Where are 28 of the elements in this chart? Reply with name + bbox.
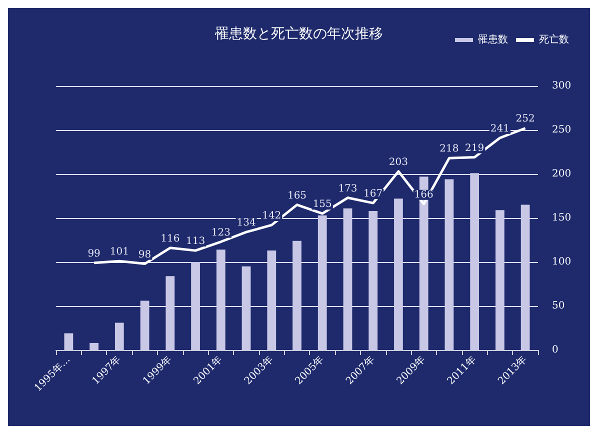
y-tick-label: 150 xyxy=(552,212,572,224)
data-label: 123 xyxy=(211,227,230,238)
y-tick-label: 200 xyxy=(552,168,572,180)
data-label: 116 xyxy=(160,233,180,244)
data-label: 173 xyxy=(338,183,358,194)
y-tick-label: 250 xyxy=(552,124,572,136)
data-label: 218 xyxy=(440,144,459,155)
data-label: 134 xyxy=(236,218,256,229)
legend-label: 罹患数 xyxy=(477,34,508,46)
data-label: 155 xyxy=(312,199,332,210)
data-label: 142 xyxy=(262,210,282,222)
data-label: 99 xyxy=(88,248,100,260)
y-tick-label: 50 xyxy=(552,300,565,312)
data-label: 113 xyxy=(186,236,206,248)
data-label: 252 xyxy=(516,114,535,125)
data-label: 166 xyxy=(414,189,434,200)
data-label: 165 xyxy=(287,190,307,202)
y-tick-label: 300 xyxy=(552,80,572,92)
chart-title: 罹患数と死亡数の年次推移 xyxy=(214,26,383,42)
y-tick-label: 0 xyxy=(552,344,558,356)
legend-label: 死亡数 xyxy=(539,34,569,46)
y-tick-label: 100 xyxy=(552,256,572,268)
data-label: 219 xyxy=(465,142,484,154)
data-label: 98 xyxy=(138,249,152,260)
data-label: 203 xyxy=(388,156,408,168)
data-label: 101 xyxy=(110,246,129,258)
data-label: 167 xyxy=(364,188,383,200)
data-label: 241 xyxy=(490,123,510,134)
